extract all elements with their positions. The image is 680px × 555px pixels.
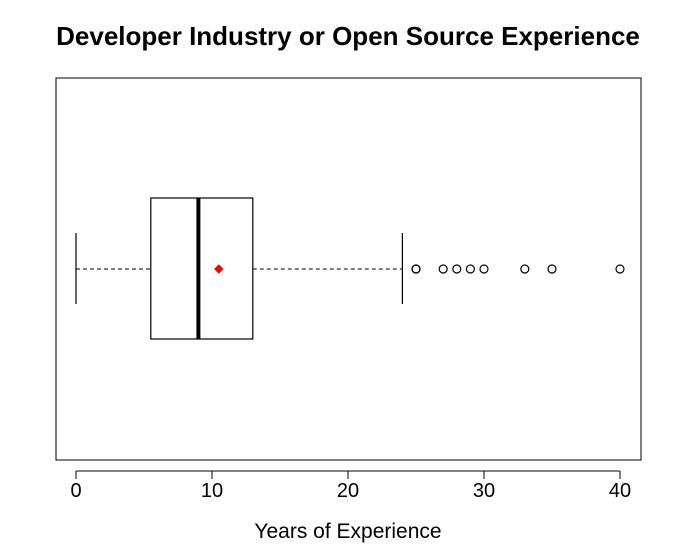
outlier-point bbox=[438, 264, 448, 274]
x-axis: 0 10 20 30 40 bbox=[70, 470, 631, 502]
outlier-point bbox=[465, 264, 475, 274]
outlier-point bbox=[479, 264, 489, 274]
x-tick-label: 30 bbox=[473, 480, 495, 502]
outlier-point bbox=[520, 264, 530, 274]
outlier-points bbox=[411, 264, 625, 274]
iqr-box bbox=[150, 197, 254, 340]
outlier-point bbox=[615, 264, 625, 274]
x-tick-label: 20 bbox=[337, 480, 359, 502]
x-axis-label: Years of Experience bbox=[254, 520, 441, 543]
boxplot bbox=[75, 197, 403, 340]
outlier-point bbox=[452, 264, 462, 274]
x-tick-label: 10 bbox=[201, 480, 223, 502]
outlier-point bbox=[411, 264, 421, 274]
outlier-point bbox=[547, 264, 557, 274]
x-tick-label: 40 bbox=[609, 480, 631, 502]
plot-frame bbox=[55, 77, 642, 461]
x-tick-label: 0 bbox=[70, 480, 81, 502]
mean-marker bbox=[214, 264, 224, 274]
chart-title: Developer Industry or Open Source Experi… bbox=[56, 21, 640, 51]
